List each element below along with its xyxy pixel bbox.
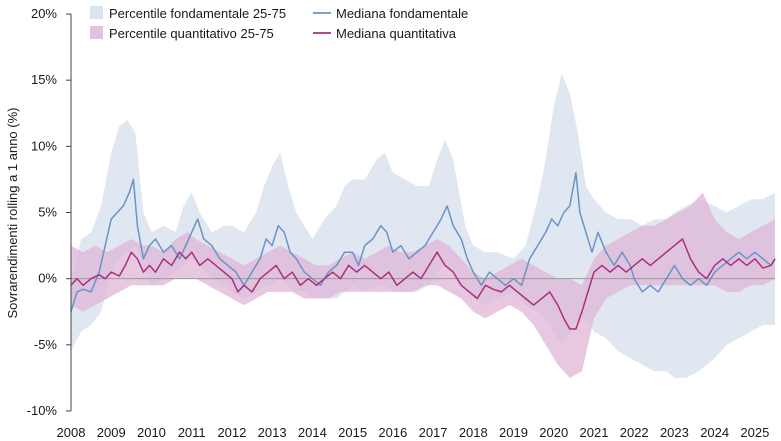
legend-label: Mediana fondamentale: [336, 6, 468, 21]
y-tick-label: -10%: [27, 403, 58, 418]
legend-label: Percentile quantitativo 25-75: [109, 26, 274, 41]
fundamental-median-line: [70, 172, 776, 313]
x-tick-label: 2008: [57, 425, 86, 440]
x-tick-label: 2011: [178, 425, 206, 440]
x-tick-label: 2020: [539, 425, 568, 440]
median-line-layer: [70, 172, 776, 330]
quantitative-percentile-band: [71, 192, 775, 378]
x-tick-label: 2016: [378, 425, 407, 440]
x-tick-label: 2025: [740, 425, 769, 440]
x-tick-label: 2018: [459, 425, 488, 440]
y-tick-label: 0%: [38, 271, 57, 286]
band-layer: [71, 73, 775, 378]
y-tick-label: 20%: [31, 6, 57, 21]
x-tick-label: 2023: [660, 425, 689, 440]
quantitative-median-line: [70, 238, 776, 330]
x-tick-label: 2014: [298, 425, 327, 440]
x-tick-label: 2019: [499, 425, 528, 440]
y-tick-label: 10%: [31, 138, 57, 153]
x-tick-label: 2022: [620, 425, 649, 440]
y-tick-label: 15%: [31, 72, 57, 87]
y-tick-labels: -10% -5% 0% 5% 10% 15% 20%: [27, 6, 71, 418]
x-tick-label: 2013: [258, 425, 287, 440]
legend-swatch-band: [90, 26, 103, 39]
x-tick-label: 2012: [217, 425, 246, 440]
x-tick-label: 2009: [97, 425, 126, 440]
x-tick-label: 2024: [700, 425, 729, 440]
y-tick-label: 5%: [38, 205, 57, 220]
legend-label: Mediana quantitativa: [336, 26, 457, 41]
legend-swatch-band: [90, 6, 103, 19]
legend-label: Percentile fondamentale 25-75: [109, 6, 286, 21]
legend: Percentile fondamentale 25-75 Mediana fon…: [90, 6, 468, 41]
x-tick-label: 2010: [137, 425, 166, 440]
x-tick-label: 2021: [580, 425, 609, 440]
x-tick-label: 2015: [338, 425, 367, 440]
y-axis-label: Sovrarendimenti rolling a 1 anno (%): [5, 108, 20, 319]
x-tick-label: 2017: [419, 425, 448, 440]
x-tick-labels: 2008 2009 2010 2011 2012 2013 2014 2015 2016 2017…: [57, 425, 770, 440]
y-tick-label: -5%: [34, 337, 58, 352]
